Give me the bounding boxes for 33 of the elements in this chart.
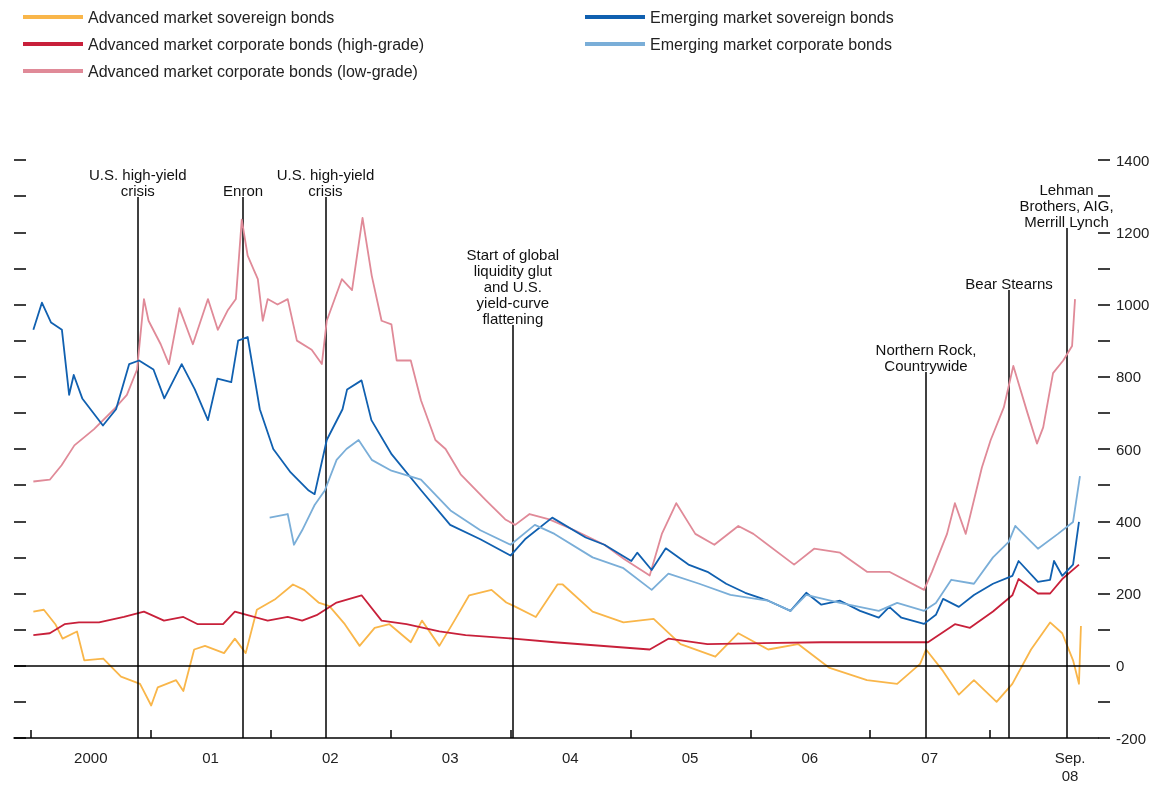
y-tick-label: 800 xyxy=(1116,368,1142,386)
legend-label: Advanced market corporate bonds (low-grade) xyxy=(88,62,418,80)
line-series xyxy=(268,439,1081,612)
x-tick-label: 06 xyxy=(801,748,819,766)
y-tick-label: 0 xyxy=(1116,657,1125,675)
y-tick-label: 600 xyxy=(1116,440,1142,458)
x-tick-label: Sep. 08 xyxy=(1054,748,1086,784)
x-tick-label: 02 xyxy=(322,748,339,766)
y-tick-label: 1000 xyxy=(1116,296,1150,313)
y-tick-label: 200 xyxy=(1116,585,1142,602)
y-tick-label: 1400 xyxy=(1116,151,1150,169)
ref-line-label: Northern Rock, Countrywide xyxy=(875,340,977,374)
line-series xyxy=(32,563,1080,651)
x-tick-label: 01 xyxy=(202,748,219,766)
legend-label: Emerging market sovereign bonds xyxy=(650,8,894,26)
y-tick-label: -200 xyxy=(1116,729,1147,747)
x-tick-label: 07 xyxy=(921,748,938,766)
legend-label: Advanced market sovereign bonds xyxy=(88,8,335,26)
legend-label: Emerging market corporate bonds xyxy=(650,35,892,53)
x-tick-label: 05 xyxy=(681,748,699,766)
x-tick-label: 03 xyxy=(441,748,459,766)
x-tick-label: 04 xyxy=(561,748,579,766)
y-tick-label: 1200 xyxy=(1116,223,1150,241)
ref-line-label: Start of global liquidity glut and U.S. yield-curve flattening xyxy=(466,245,560,327)
y-tick-label: 400 xyxy=(1116,512,1142,530)
ref-line-label: U.S. high-yield crisis xyxy=(88,165,187,199)
x-tick-label: 2000 xyxy=(74,748,108,766)
legend-label: Advanced market corporate bonds (high-grade) xyxy=(88,35,425,53)
line-series xyxy=(32,583,1082,707)
ref-line-label: U.S. high-yield crisis xyxy=(276,165,375,199)
ref-line-label: Bear Stearns xyxy=(965,274,1053,292)
ref-line-label: Enron xyxy=(223,181,264,199)
ref-line-label: Lehman Brothers, AIG, Merrill Lynch xyxy=(1019,180,1114,230)
